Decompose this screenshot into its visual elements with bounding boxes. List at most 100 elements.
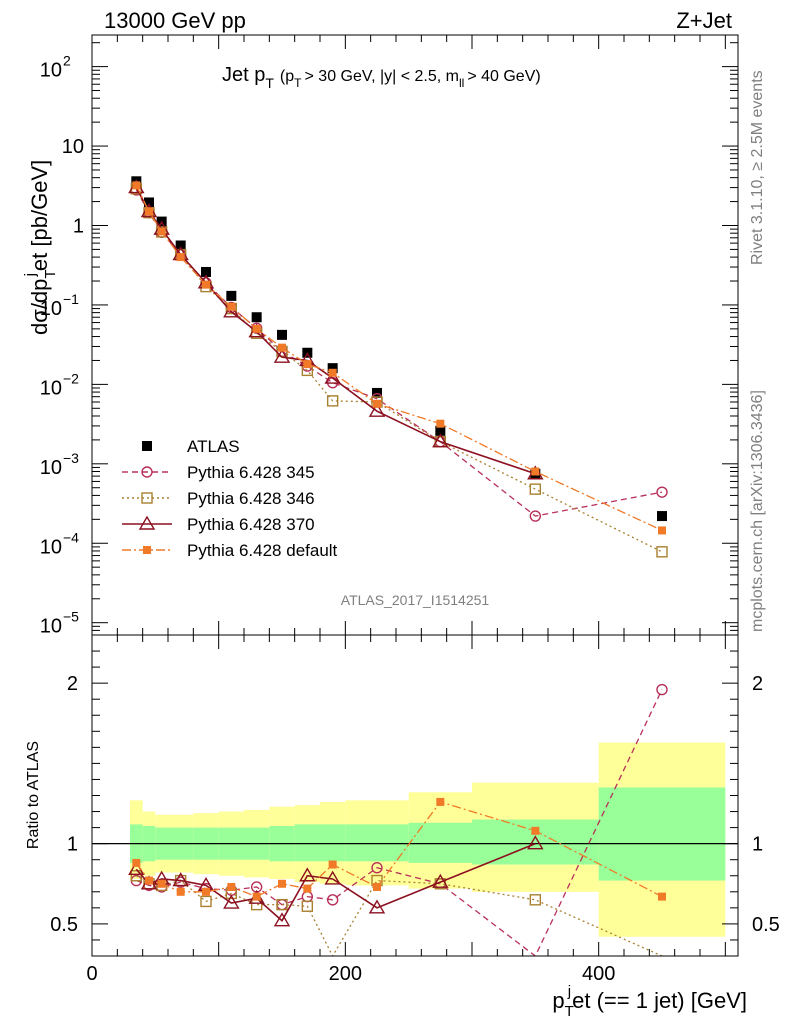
plot-title: Jet pT (pT > 30 GeV, |y| < 2.5, mll > 40 Ge…: [222, 64, 541, 91]
main-point-pythia-6-428-346: [326, 395, 339, 407]
y-tick-label: 10: [40, 616, 62, 638]
uncertainty-band-inner: [320, 824, 346, 862]
main-point-atlas: [144, 197, 154, 208]
x-tick-label: 400: [582, 963, 615, 985]
ratio-point-pythia-6-428-370: [432, 873, 449, 888]
x-tick-label: 200: [329, 963, 362, 985]
legend-marker-pythia-6-428-370: [138, 515, 156, 530]
uncertainty-band-inner: [294, 824, 320, 862]
main-point-pythia-6-428-346: [656, 546, 668, 558]
ratio-tick-label-right: 1: [752, 834, 763, 856]
ratio-point-pythia-6-428-default: [145, 876, 153, 885]
main-series-layer: [128, 176, 668, 558]
ratio-point-pythia-6-428-370: [299, 867, 316, 882]
ratio-point-pythia-6-428-default: [227, 882, 236, 891]
main-point-atlas: [175, 240, 186, 251]
uncertainty-band-inner: [472, 819, 599, 865]
ratio-point-pythia-6-428-346: [200, 895, 212, 908]
legend-label-pythia-6-428-345: Pythia 6.428 345: [187, 463, 315, 482]
ratio-series-layer: [128, 683, 668, 956]
ratio-bands: [92, 742, 738, 937]
ratio-point-pythia-6-428-default: [658, 892, 666, 901]
main-point-pythia-6-428-default: [436, 419, 445, 428]
main-point-pythia-6-428-default: [328, 368, 337, 377]
main-line-pythia-6-428-default: [135, 185, 663, 532]
legend-label-pythia-6-428-default: Pythia 6.428 default: [187, 541, 338, 560]
main-point-atlas: [251, 312, 262, 323]
y-tick-label: 10: [40, 298, 62, 320]
ratio-point-pythia-6-428-346: [301, 900, 314, 912]
main-point-pythia-6-428-370: [223, 303, 240, 318]
legend-marker-pythia-6-428-345: [141, 466, 153, 478]
legend: ATLAS Pythia 6.428 345 Pythia 6.428 346 Pyt…: [122, 437, 338, 560]
main-point-atlas: [327, 363, 338, 374]
ratio-tick-label: 1: [67, 834, 78, 856]
ratio-tick-label: 2: [67, 673, 78, 695]
x-tick-label: 0: [86, 963, 97, 985]
y-tick-exponent: −4: [63, 529, 79, 545]
ratio-point-pythia-6-428-346: [529, 894, 542, 906]
ratio-point-pythia-6-428-default: [436, 797, 445, 806]
ratio-point-pythia-6-428-370: [368, 899, 386, 914]
ratio-point-pythia-6-428-370: [223, 894, 240, 909]
main-point-atlas: [657, 511, 667, 522]
main-point-pythia-6-428-default: [658, 526, 666, 535]
ratio-point-pythia-6-428-370: [324, 870, 341, 885]
y-tick-exponent: 2: [63, 53, 71, 69]
main-line-pythia-6-428-370: [135, 187, 536, 475]
ratio-point-pythia-6-428-370: [172, 872, 189, 887]
ratio-point-pythia-6-428-default: [132, 858, 141, 867]
main-point-pythia-6-428-default: [227, 302, 236, 311]
main-point-pythia-6-428-default: [132, 181, 141, 190]
main-point-pythia-6-428-default: [145, 207, 153, 216]
y-tick-exponent: −2: [63, 370, 79, 386]
ratio-point-pythia-6-428-default: [303, 884, 312, 893]
main-point-pythia-6-428-370: [324, 369, 341, 384]
legend-label-pythia-6-428-346: Pythia 6.428 346: [187, 489, 315, 508]
uncertainty-band-inner: [408, 822, 472, 863]
ratio-point-pythia-6-428-370: [273, 912, 291, 927]
x-axis-label: pTjet (== 1 jet) [GeV]: [552, 983, 747, 1020]
main-point-pythia-6-428-345: [529, 510, 542, 522]
main-point-pythia-6-428-370: [273, 348, 291, 363]
y-tick-exponent: −3: [63, 450, 79, 466]
y-tick-label: 10: [40, 457, 62, 479]
header-right: Z+Jet: [676, 8, 732, 33]
ratio-point-pythia-6-428-345: [656, 683, 668, 696]
y-tick-label: 10: [40, 377, 62, 399]
ratio-point-pythia-6-428-default: [202, 887, 210, 896]
uncertainty-band-inner: [598, 787, 726, 881]
ratio-line-pythia-6-428-345: [136, 689, 663, 956]
uncertainty-band-inner: [345, 824, 409, 862]
y-tick-label: 10: [62, 136, 84, 158]
main-point-pythia-6-428-default: [202, 280, 210, 289]
main-point-pythia-6-428-345: [656, 486, 668, 498]
legend-marker-pythia-6-428-default: [143, 546, 151, 554]
rivet-label: Rivet 3.1.10, ≥ 2.5M events: [749, 70, 766, 265]
ratio-point-pythia-6-428-370: [527, 835, 544, 850]
y-tick-label: 10: [40, 60, 62, 82]
ratio-point-pythia-6-428-default: [176, 887, 185, 896]
main-point-pythia-6-428-default: [303, 360, 312, 369]
main-point-pythia-6-428-default: [176, 253, 185, 262]
analysis-id: ATLAS_2017_I1514251: [341, 592, 490, 608]
main-point-atlas: [226, 290, 237, 301]
ratio-axes: 0 200 400 0.5 0.5 1 1 2 2: [50, 634, 780, 985]
ratio-tick-label-right: 0.5: [752, 914, 780, 936]
main-point-atlas: [277, 329, 287, 340]
y-tick-exponent: −5: [63, 609, 79, 625]
ratio-point-pythia-6-428-default: [373, 882, 381, 891]
ratio-point-pythia-6-428-default: [278, 879, 286, 888]
main-point-pythia-6-428-370: [368, 402, 386, 417]
ratio-point-pythia-6-428-345: [371, 862, 383, 874]
ratio-point-pythia-6-428-default: [328, 860, 337, 869]
main-point-pythia-6-428-346: [529, 483, 542, 495]
ratio-tick-label: 0.5: [50, 914, 78, 936]
ratio-panel: 0 200 400 0.5 0.5 1 1 2 2: [50, 634, 780, 985]
y-tick-label: 10: [40, 536, 62, 558]
main-point-atlas: [372, 387, 382, 398]
legend-label-pythia-6-428-370: Pythia 6.428 370: [187, 515, 315, 534]
ratio-ylabel: Ratio to ATLAS: [25, 741, 42, 849]
legend-label-atlas: ATLAS: [187, 437, 240, 456]
